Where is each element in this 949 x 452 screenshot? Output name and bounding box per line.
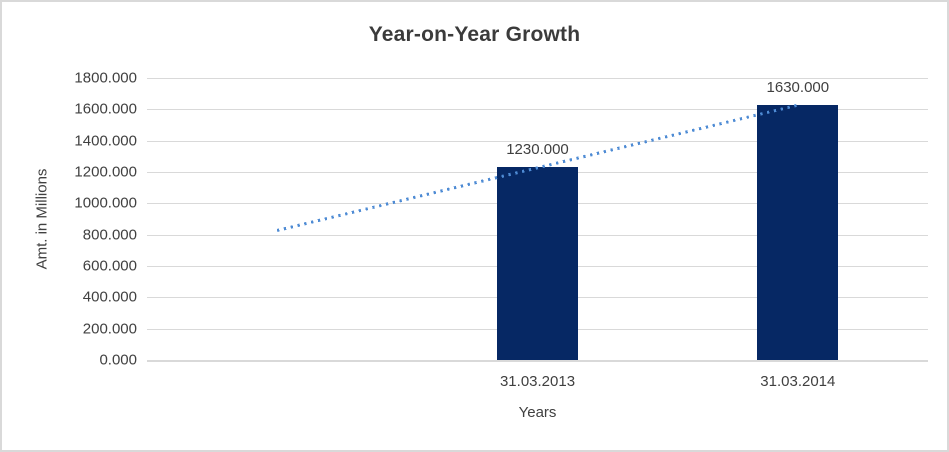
y-tick-label: 1400.000	[74, 132, 137, 150]
y-tick-label: 400.000	[82, 288, 137, 306]
y-tick-label: 200.000	[82, 320, 137, 338]
gridline	[147, 109, 928, 111]
y-tick-label: 1800.000	[74, 69, 137, 87]
y-tick-label: 1000.000	[74, 194, 137, 212]
y-axis-ticks: 1800.000 1600.000 1400.000 1200.000 1000.000…	[2, 70, 137, 369]
x-axis-line	[147, 360, 928, 362]
data-label: 1630.000	[766, 78, 830, 96]
y-tick-label: 1200.000	[74, 163, 137, 181]
x-axis-title: Years	[518, 404, 557, 421]
y-tick-label: 800.000	[82, 226, 137, 244]
x-tick-label: 31.03.2013	[499, 373, 576, 390]
plot-area: 31.03.2013 1230.000 31.03.2014 1630.000	[147, 78, 928, 390]
x-tick-label: 31.03.2014	[760, 373, 836, 390]
gridline	[147, 140, 928, 142]
gridline	[147, 78, 928, 79]
y-tick-label: 600.000	[82, 257, 137, 275]
bar	[497, 167, 578, 360]
data-label: 1230.000	[506, 141, 569, 159]
y-tick-label: 1600.000	[74, 100, 137, 118]
chart-title: Year-on-Year Growth	[368, 23, 581, 46]
bar	[757, 104, 839, 360]
y-tick-label: 0.000	[99, 351, 137, 369]
